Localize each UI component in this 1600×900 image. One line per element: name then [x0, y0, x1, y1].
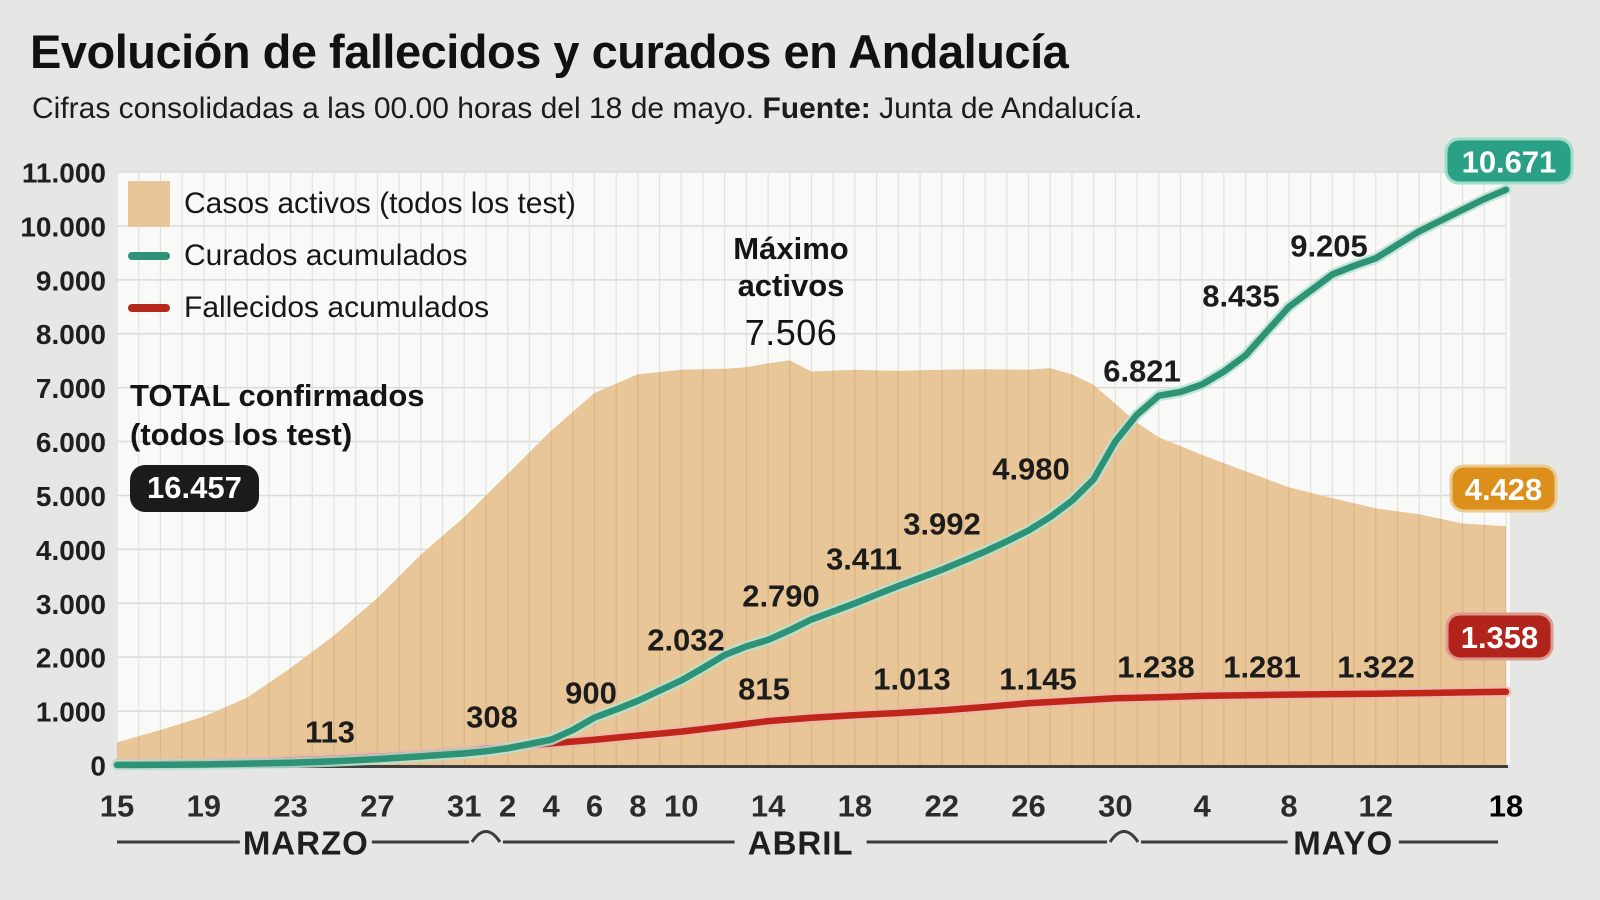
milestone-label: 6.821: [1103, 354, 1181, 389]
fallecidos-swatch: [128, 304, 170, 312]
y-tick-label: 1.000: [36, 697, 106, 728]
total-confirmados-badge: 16.457: [130, 465, 259, 512]
y-tick-label: 10.000: [20, 211, 106, 242]
legend-item-curados: Curados acumulados: [128, 239, 468, 272]
subtitle-source: Junta de Andalucía.: [870, 92, 1143, 125]
milestone-label: 2.790: [742, 579, 820, 614]
end-badge-value: 1.358: [1461, 620, 1539, 655]
milestone-label: 900: [565, 676, 617, 711]
x-tick-label: 30: [1098, 789, 1132, 824]
x-tick-label: 12: [1359, 789, 1393, 824]
x-tick-label: 26: [1011, 789, 1045, 824]
y-tick-label: 2.000: [36, 643, 106, 674]
month-divider: [470, 830, 502, 843]
milestone-label: 1.281: [1223, 650, 1301, 685]
milestone-label: 8.435: [1202, 279, 1280, 314]
chart-subtitle: Cifras consolidadas a las 00.00 horas de…: [32, 92, 1572, 126]
end-badge: [1449, 464, 1558, 513]
x-tick-label: 22: [924, 789, 958, 824]
subtitle-text: Cifras consolidadas a las 00.00 horas de…: [32, 92, 763, 125]
legend-label: Fallecidos acumulados: [184, 291, 490, 324]
milestone-label: 3.992: [903, 507, 981, 542]
milestone-label: 9.205: [1290, 229, 1368, 264]
month-label-marzo: MARZO: [243, 825, 369, 862]
x-tick-label: 6: [586, 789, 603, 824]
x-axis-labels: 15 19 23 27 31 2 4 6 8 10 14 18 22 26 30 4 8 12 18: [100, 789, 1523, 824]
x-tick-label: 19: [187, 789, 221, 824]
maximo-note-line2: activos: [737, 268, 845, 303]
subtitle-source-label: Fuente:: [762, 92, 871, 125]
active-cases-swatch: [128, 181, 170, 227]
x-tick-label: 14: [751, 789, 786, 824]
milestone-label: 1.145: [999, 662, 1077, 697]
curados-swatch: [128, 252, 170, 260]
y-tick-label: 4.000: [36, 535, 106, 566]
milestone-label: 1.238: [1117, 650, 1195, 685]
y-tick-label: 6.000: [36, 427, 106, 458]
milestone-label: 3.411: [826, 542, 902, 577]
milestone-label: 1.013: [873, 662, 951, 697]
curados-line: [113, 186, 1510, 769]
end-badge-value: 10.671: [1462, 145, 1557, 180]
month-divider: [1108, 830, 1140, 843]
milestone-label: 113: [305, 715, 355, 750]
y-tick-label: 5.000: [36, 481, 106, 512]
maximo-activos-value: 7.506: [744, 312, 838, 353]
milestone-label: 4.980: [992, 452, 1070, 487]
x-tick-label: 4: [1194, 789, 1212, 824]
month-label-abril: ABRIL: [748, 825, 854, 862]
y-tick-label: 11.000: [22, 158, 106, 189]
legend-label: Casos activos (todos los test): [184, 187, 576, 220]
total-note-line1: TOTAL confirmados: [130, 378, 425, 413]
total-note-line2: (todos los test): [130, 417, 353, 452]
y-axis-labels: 0 1.000 2.000 3.000 4.000 5.000 6.000 7.000 8.00…: [20, 158, 106, 782]
end-badges: 10.671 4.428 1.358: [1444, 137, 1574, 661]
end-badge-value: 4.428: [1465, 472, 1543, 507]
maximo-activos-note: Máximo activos 7.506: [733, 230, 848, 351]
legend-label: Curados acumulados: [184, 239, 468, 272]
end-badge: [1444, 137, 1574, 185]
y-tick-label: 7.000: [36, 373, 106, 404]
y-tick-label: 0: [90, 751, 106, 782]
x-tick-label: 8: [1280, 789, 1297, 824]
end-badge: [1445, 612, 1554, 661]
y-tick-label: 3.000: [36, 589, 106, 620]
maximo-note-line1: Máximo: [733, 231, 849, 266]
milestone-label: 2.032: [647, 623, 725, 658]
x-tick-label: 18: [1489, 789, 1523, 824]
x-tick-label: 2: [499, 789, 516, 824]
total-confirmados-note: TOTAL confirmados (todos los test) 16.45…: [130, 376, 425, 512]
x-tick-label: 15: [100, 789, 134, 824]
month-brackets: MARZO ABRIL MAYO: [117, 825, 1498, 862]
x-tick-label: 27: [360, 789, 394, 824]
legend-item-activos: Casos activos (todos los test): [128, 181, 576, 227]
y-tick-label: 8.000: [36, 319, 106, 350]
x-tick-label: 31: [447, 789, 481, 824]
x-tick-label: 4: [542, 789, 560, 824]
x-tick-label: 8: [629, 789, 646, 824]
legend-item-fallecidos: Fallecidos acumulados: [128, 291, 490, 324]
month-label-mayo: MAYO: [1293, 825, 1393, 862]
y-tick-label: 9.000: [36, 265, 106, 296]
milestone-label: 815: [738, 672, 790, 707]
milestone-label: 1.322: [1337, 650, 1415, 685]
x-tick-label: 18: [838, 789, 872, 824]
milestone-label: 308: [466, 700, 518, 735]
x-tick-label: 10: [664, 789, 698, 824]
x-tick-label: 23: [273, 789, 307, 824]
page-title: Evolución de fallecidos y curados en And…: [30, 25, 1069, 78]
